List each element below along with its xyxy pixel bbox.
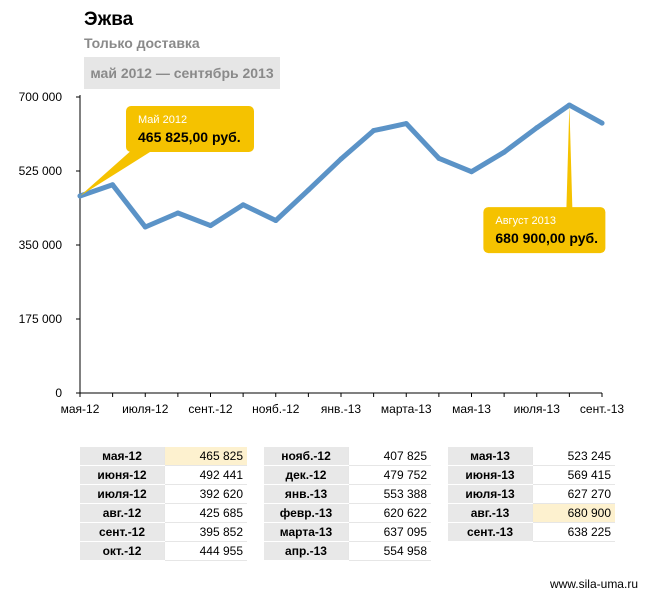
callout-pointer	[566, 105, 573, 210]
data-point	[305, 187, 311, 193]
table-month-cell: апр.-13	[264, 541, 349, 561]
table-value-cell: 637 095	[348, 522, 431, 542]
table-row: марта-13 637 095	[264, 522, 431, 542]
table-month-cell: авг.-12	[80, 503, 165, 523]
data-point	[371, 128, 377, 134]
table-row: июня-13 569 415	[448, 465, 615, 485]
table-value-cell: 638 225	[532, 522, 615, 542]
data-point	[273, 218, 279, 224]
table-value-cell: 569 415	[532, 465, 615, 485]
table-row: февр.-13 620 622	[264, 503, 431, 523]
line-chart: 0 175 000 350 000 525 000 700 000 мая-12 июля-…	[19, 90, 625, 416]
chart-subtitle: Только доставка	[84, 35, 200, 51]
callout-box	[483, 207, 606, 254]
table-row: апр.-13 554 958	[264, 541, 431, 561]
table-row: июля-13 627 270	[448, 484, 615, 504]
data-point	[403, 121, 409, 127]
x-tick-label: сент.-12	[188, 402, 232, 416]
table-month-cell: мая-12	[80, 447, 165, 466]
table-value-cell: 425 685	[164, 503, 247, 523]
table-value-cell: 407 825	[348, 447, 431, 466]
table-row: мая-12 465 825	[80, 447, 247, 466]
table-value-cell: 492 441	[164, 465, 247, 485]
table-value-cell: 392 620	[164, 484, 247, 504]
table-row: июня-12 492 441	[80, 465, 247, 485]
callout-box	[126, 106, 254, 153]
table-month-cell: нояб.-12	[264, 447, 349, 466]
table-value-cell: 395 852	[164, 522, 247, 542]
data-point	[534, 125, 540, 131]
x-tick-label: мая-13	[452, 402, 491, 416]
x-tick-label: сент.-13	[580, 402, 624, 416]
y-tick-label: 700 000	[19, 90, 63, 104]
table-month-cell: сент.-12	[80, 522, 165, 542]
data-point	[142, 224, 148, 230]
y-tick-label: 525 000	[19, 164, 63, 178]
table-month-cell: июня-13	[448, 465, 533, 485]
table-value-cell: 553 388	[348, 484, 431, 504]
table-row: июля-12 392 620	[80, 484, 247, 504]
data-point	[338, 156, 344, 162]
period-badge: май 2012 — сентябрь 2013	[84, 57, 280, 89]
table-row: авг.-13 680 900	[448, 503, 615, 523]
table-month-cell: мая-13	[448, 447, 533, 466]
data-point	[175, 210, 181, 216]
x-tick-label: марта-13	[381, 402, 432, 416]
y-tick-label: 0	[55, 386, 62, 400]
x-tick-label: нояб.-12	[252, 402, 300, 416]
table-month-cell: июля-13	[448, 484, 533, 504]
table-value-cell: 680 900	[532, 503, 615, 523]
callout-label: Май 2012	[138, 114, 187, 126]
y-tick-label: 175 000	[19, 312, 63, 326]
callout-value: 465 825,00 руб.	[138, 129, 241, 145]
callout-pointer	[80, 148, 150, 197]
table-value-cell: 627 270	[532, 484, 615, 504]
table-row: окт.-12 444 955	[80, 541, 247, 561]
data-point	[110, 182, 116, 188]
table-month-cell: сент.-13	[448, 522, 533, 542]
data-point	[240, 202, 246, 208]
x-tick-label: июля-12	[122, 402, 169, 416]
table-month-cell: дек.-12	[264, 465, 349, 485]
table-row: янв.-13 553 388	[264, 484, 431, 504]
table-row: сент.-13 638 225	[448, 522, 615, 542]
site-url: www.sila-uma.ru	[549, 577, 638, 591]
table-month-cell: окт.-12	[80, 541, 165, 561]
data-table-3: мая-13 523 245 июня-13 569 415 июля-13 627 27…	[448, 447, 615, 542]
table-month-cell: февр.-13	[264, 503, 349, 523]
data-point	[469, 169, 474, 175]
y-tick-label: 350 000	[19, 238, 63, 252]
table-row: авг.-12 425 685	[80, 503, 247, 523]
data-point	[208, 223, 213, 229]
data-point	[436, 155, 442, 161]
callout-value: 680 900,00 руб.	[495, 230, 598, 246]
data-point	[501, 149, 507, 155]
table-month-cell: июня-12	[80, 465, 165, 485]
chart-title: Эжва	[84, 9, 134, 30]
table-row: нояб.-12 407 825	[264, 447, 431, 466]
table-value-cell: 444 955	[164, 541, 247, 561]
table-row: дек.-12 479 752	[264, 465, 431, 485]
data-point	[599, 120, 605, 126]
table-value-cell: 479 752	[348, 465, 431, 485]
table-month-cell: янв.-13	[264, 484, 349, 504]
table-value-cell: 620 622	[348, 503, 431, 523]
table-row: сент.-12 395 852	[80, 522, 247, 542]
table-month-cell: марта-13	[264, 522, 349, 542]
x-tick-label: июля-13	[514, 402, 561, 416]
table-month-cell: июля-12	[80, 484, 165, 504]
x-tick-label: мая-12	[61, 402, 100, 416]
callout-label: Август 2013	[495, 215, 556, 227]
table-row: мая-13 523 245	[448, 447, 615, 466]
table-value-cell: 554 958	[348, 541, 431, 561]
data-table-1: мая-12 465 825 июня-12 492 441 июля-12 392 62…	[80, 447, 247, 561]
data-table-2: нояб.-12 407 825 дек.-12 479 752 янв.-13 553 …	[264, 447, 431, 561]
x-tick-label: янв.-13	[321, 402, 362, 416]
table-month-cell: авг.-13	[448, 503, 533, 523]
table-value-cell: 523 245	[532, 447, 615, 466]
table-value-cell: 465 825	[164, 447, 247, 466]
